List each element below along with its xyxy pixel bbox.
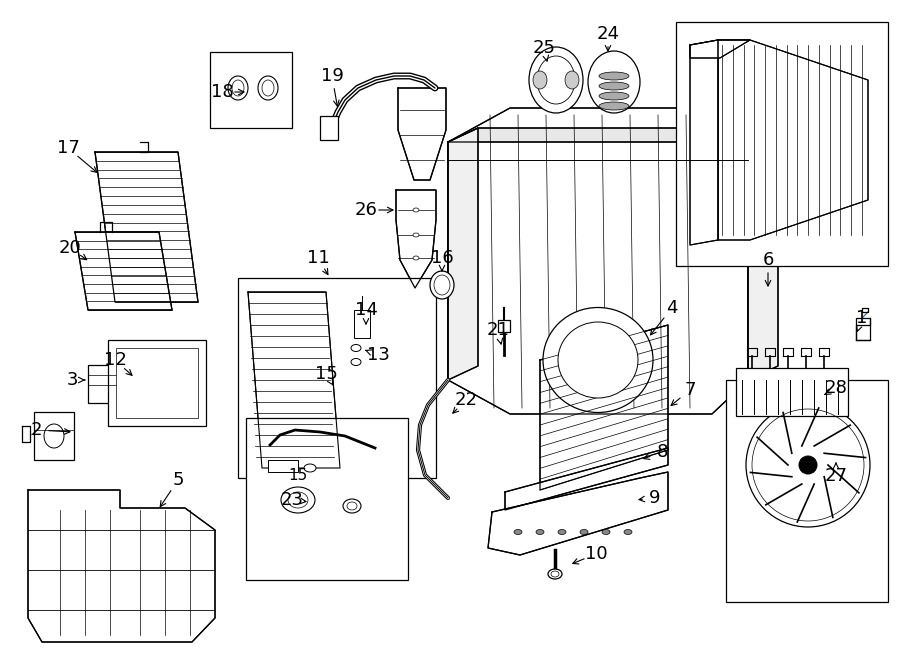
Ellipse shape xyxy=(288,492,308,508)
Polygon shape xyxy=(748,128,778,380)
Ellipse shape xyxy=(343,499,361,513)
Text: 15: 15 xyxy=(315,365,338,383)
Text: 12: 12 xyxy=(104,351,126,369)
Text: 4: 4 xyxy=(666,299,678,317)
Text: 21: 21 xyxy=(487,321,509,339)
Ellipse shape xyxy=(413,233,419,237)
Text: 5: 5 xyxy=(172,471,184,489)
Text: 17: 17 xyxy=(57,139,79,157)
Text: 26: 26 xyxy=(355,201,377,219)
Ellipse shape xyxy=(347,502,357,510)
Ellipse shape xyxy=(746,403,870,527)
Bar xyxy=(736,368,848,416)
Polygon shape xyxy=(448,108,748,414)
Text: 18: 18 xyxy=(211,83,233,101)
Ellipse shape xyxy=(232,80,244,96)
Polygon shape xyxy=(448,128,478,380)
Text: 6: 6 xyxy=(762,251,774,269)
Bar xyxy=(268,460,298,472)
Ellipse shape xyxy=(599,72,629,80)
Polygon shape xyxy=(95,152,198,302)
Ellipse shape xyxy=(565,71,579,89)
Ellipse shape xyxy=(533,71,547,89)
Ellipse shape xyxy=(262,80,274,96)
Ellipse shape xyxy=(602,529,610,535)
Bar xyxy=(108,340,206,426)
Ellipse shape xyxy=(413,256,419,260)
Text: 20: 20 xyxy=(58,239,81,257)
Ellipse shape xyxy=(580,529,588,535)
Ellipse shape xyxy=(536,529,544,535)
Text: 22: 22 xyxy=(454,391,478,409)
Polygon shape xyxy=(690,40,750,58)
Ellipse shape xyxy=(624,529,632,535)
Text: 16: 16 xyxy=(430,249,454,267)
Ellipse shape xyxy=(558,322,638,398)
Ellipse shape xyxy=(529,47,583,113)
Bar xyxy=(246,418,408,580)
Polygon shape xyxy=(396,190,436,288)
Text: 25: 25 xyxy=(533,39,555,57)
Ellipse shape xyxy=(430,271,454,299)
Ellipse shape xyxy=(228,76,248,100)
Ellipse shape xyxy=(281,487,315,513)
Ellipse shape xyxy=(558,529,566,535)
Bar xyxy=(116,348,198,418)
Ellipse shape xyxy=(548,569,562,579)
Text: 13: 13 xyxy=(366,346,390,364)
Polygon shape xyxy=(540,325,668,490)
Ellipse shape xyxy=(304,464,316,472)
Polygon shape xyxy=(28,490,215,642)
Text: 28: 28 xyxy=(824,379,848,397)
Ellipse shape xyxy=(543,307,653,412)
Ellipse shape xyxy=(44,424,64,448)
Ellipse shape xyxy=(588,51,640,113)
Text: 10: 10 xyxy=(585,545,608,563)
Ellipse shape xyxy=(434,275,450,295)
Bar xyxy=(726,380,888,602)
Text: 1: 1 xyxy=(856,309,868,327)
Polygon shape xyxy=(448,128,778,142)
Bar xyxy=(34,412,74,460)
Text: 7: 7 xyxy=(684,381,696,399)
Text: 8: 8 xyxy=(656,443,668,461)
Ellipse shape xyxy=(551,571,559,577)
Text: 2: 2 xyxy=(31,421,41,439)
Text: 9: 9 xyxy=(649,489,661,507)
Ellipse shape xyxy=(799,456,817,474)
Ellipse shape xyxy=(351,344,361,352)
Polygon shape xyxy=(505,448,668,510)
Bar xyxy=(320,116,338,140)
Text: 19: 19 xyxy=(320,67,344,85)
Polygon shape xyxy=(690,40,718,245)
Ellipse shape xyxy=(258,76,278,100)
Bar xyxy=(210,52,292,128)
Polygon shape xyxy=(718,40,868,240)
Bar xyxy=(856,318,870,340)
Text: 3: 3 xyxy=(67,371,77,389)
Bar xyxy=(88,365,138,403)
Ellipse shape xyxy=(351,358,361,366)
Ellipse shape xyxy=(599,102,629,110)
Ellipse shape xyxy=(599,92,629,100)
Ellipse shape xyxy=(413,208,419,212)
Polygon shape xyxy=(488,472,668,555)
Ellipse shape xyxy=(514,529,522,535)
Text: 15: 15 xyxy=(288,468,308,483)
Text: 23: 23 xyxy=(281,491,303,509)
Ellipse shape xyxy=(537,56,575,104)
Bar xyxy=(498,320,510,332)
Text: 24: 24 xyxy=(597,25,619,43)
Polygon shape xyxy=(75,232,172,310)
Bar xyxy=(354,310,370,338)
Bar xyxy=(238,278,436,478)
Polygon shape xyxy=(398,88,446,180)
Text: 27: 27 xyxy=(824,467,848,485)
Text: 14: 14 xyxy=(355,301,377,319)
Ellipse shape xyxy=(599,82,629,90)
Bar xyxy=(676,22,888,266)
Polygon shape xyxy=(248,292,340,468)
Text: 11: 11 xyxy=(307,249,329,267)
